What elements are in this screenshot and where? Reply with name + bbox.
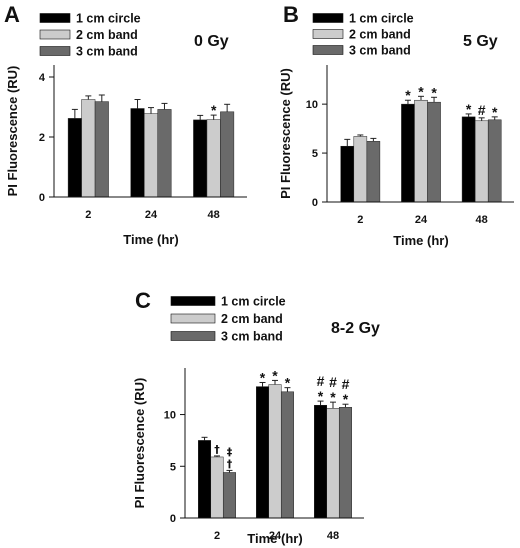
legend-swatch-3 [170, 331, 216, 341]
legend-label-2: 2 cm band [221, 312, 283, 326]
bar-b-2-s2 [353, 136, 368, 203]
bar-b-48-s3 [487, 119, 502, 203]
significance-marker: † [227, 457, 233, 470]
significance-marker: # [329, 374, 337, 390]
legend-label-3: 3 cm band [221, 330, 283, 344]
y-axis-title: PI Fluorescence (RU) [5, 66, 20, 197]
chart-title: 8-2 Gy [331, 320, 380, 337]
significance-marker: * [405, 87, 411, 103]
bar-b-48-s2 [474, 120, 489, 203]
chart-panel-c: C 8-2 Gy 1 cm circle 2 cm band 3 cm band 0 5 10… [132, 288, 380, 546]
y-axis-title: PI Fluorescence (RU) [132, 378, 147, 509]
bar-a-24-s2 [144, 113, 158, 198]
significance-marker: # [342, 376, 350, 392]
x-tick-label: 24 [269, 530, 282, 542]
significance-marker: # [478, 102, 486, 118]
legend-label-3: 3 cm band [349, 44, 411, 58]
significance-marker: * [466, 101, 472, 117]
bar-a-2-s2 [81, 99, 96, 198]
legend-label-1: 1 cm circle [221, 295, 286, 309]
legend-swatch-1 [312, 13, 344, 23]
bar-c-48-s2 [326, 408, 340, 519]
legend-swatch-3 [312, 45, 344, 55]
x-tick-label: 2 [214, 530, 220, 542]
x-axis-title: Time (hr) [247, 531, 302, 546]
legend-label-1: 1 cm circle [76, 12, 141, 26]
x-tick-label: 48 [208, 209, 220, 221]
y-tick-label: 0 [170, 513, 176, 525]
legend-swatch-2 [170, 313, 216, 324]
bar-b-24-s2 [414, 99, 428, 203]
x-tick-label: 48 [476, 214, 488, 226]
legend-label-1: 1 cm circle [349, 12, 414, 26]
bar-b-24-s3 [427, 101, 441, 203]
x-tick-label: 24 [145, 209, 158, 221]
legend-label-2: 2 cm band [349, 28, 411, 42]
x-axis-title: Time (hr) [123, 232, 178, 247]
bar-c-2-s2 [210, 456, 224, 519]
bar-a-24-s1 [130, 108, 145, 198]
y-tick-label: 10 [164, 410, 176, 422]
significance-marker: * [285, 375, 291, 391]
panel-letter: C [135, 288, 151, 313]
x-axis-title: Time (hr) [393, 233, 448, 248]
significance-marker: # [317, 373, 325, 389]
y-axis-title: PI Fluorescence (RU) [278, 68, 293, 199]
significance-marker: † [214, 443, 220, 456]
chart-title: 5 Gy [463, 33, 498, 50]
bar-a-24-s3 [157, 109, 172, 198]
bar-c-48-s1 [314, 404, 328, 519]
y-tick-label: 5 [170, 461, 176, 473]
significance-marker: * [318, 388, 324, 404]
bar-a-2-s1 [67, 118, 82, 198]
significance-marker: * [272, 367, 278, 383]
chart-title: 0 Gy [194, 33, 229, 50]
y-tick-label: 0 [39, 192, 45, 204]
y-tick-label: 4 [39, 72, 46, 84]
legend-swatch-1 [39, 13, 71, 23]
x-tick-label: 2 [85, 209, 91, 221]
panel-letter: A [4, 2, 20, 27]
significance-marker: * [492, 104, 498, 120]
significance-marker: * [260, 369, 266, 385]
bar-a-48-s3 [220, 111, 235, 198]
bar-c-24-s1 [256, 386, 270, 519]
legend-label-3: 3 cm band [76, 45, 138, 59]
bar-c-24-s3 [280, 391, 294, 519]
significance-marker: * [330, 389, 336, 405]
bar-b-24-s1 [401, 103, 415, 203]
bar-c-24-s2 [268, 384, 282, 519]
bar-c-2-s1 [198, 440, 212, 519]
y-tick-label: 0 [312, 197, 318, 209]
y-tick-label: 10 [306, 99, 318, 111]
bar-a-48-s1 [193, 119, 208, 198]
legend-swatch-3 [39, 46, 71, 56]
bar-a-48-s2 [206, 119, 221, 198]
bar-a-2-s3 [94, 101, 109, 198]
x-tick-label: 24 [415, 214, 428, 226]
legend-swatch-2 [312, 29, 344, 39]
legend-label-2: 2 cm band [76, 28, 138, 42]
bar-c-48-s3 [338, 407, 352, 519]
bar-b-48-s1 [461, 116, 476, 203]
bar-b-2-s1 [340, 145, 355, 203]
y-tick-label: 5 [312, 148, 318, 160]
significance-marker: * [211, 102, 217, 118]
chart-panel-b: B 5 Gy 1 cm circle 2 cm band 3 cm band 0 5 10 PI… [278, 2, 514, 248]
significance-marker: ‡ [227, 445, 233, 458]
x-tick-label: 2 [357, 214, 363, 226]
significance-marker: * [418, 83, 424, 99]
significance-marker: * [343, 391, 349, 407]
bar-c-2-s3 [222, 472, 236, 519]
x-tick-label: 48 [327, 530, 339, 542]
y-tick-label: 2 [39, 132, 45, 144]
significance-marker: * [431, 84, 437, 100]
legend-swatch-2 [39, 29, 71, 40]
bar-b-2-s3 [366, 141, 381, 203]
legend-swatch-1 [170, 296, 216, 306]
panel-letter: B [283, 2, 299, 27]
